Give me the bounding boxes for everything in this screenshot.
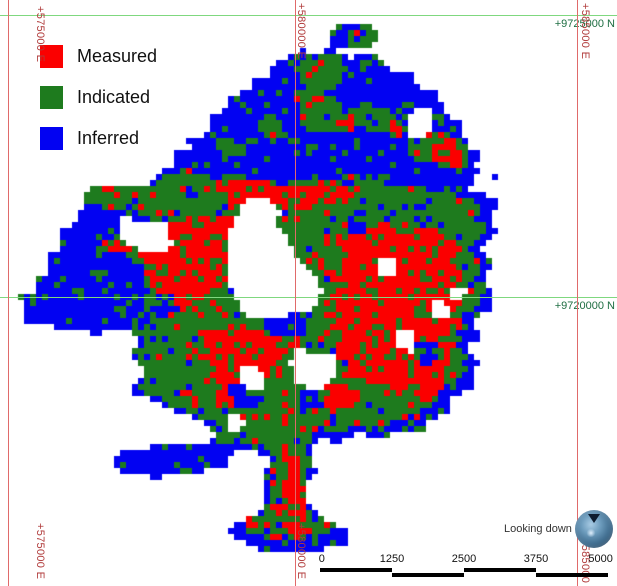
scale-bar-label: 0 bbox=[318, 553, 325, 565]
compass-glint bbox=[586, 529, 596, 537]
compass-arrow-icon bbox=[588, 514, 600, 523]
scale-bar-label: 1250 bbox=[379, 553, 405, 565]
grid-easting-label: +575000 E bbox=[34, 523, 46, 580]
legend-item-measured: Measured bbox=[40, 45, 157, 68]
legend-label: Measured bbox=[77, 46, 158, 66]
grid-easting-label: +575000 E bbox=[34, 6, 46, 63]
grid-northing-label: +9720000 N bbox=[554, 300, 615, 312]
indicated-swatch bbox=[40, 86, 63, 109]
measured-swatch bbox=[40, 45, 63, 68]
grid-easting-label: +585000 E bbox=[579, 3, 591, 60]
grid-easting-line bbox=[295, 0, 296, 586]
scale-bar-segment bbox=[464, 568, 536, 572]
legend-label: Indicated bbox=[77, 87, 151, 107]
legend-item-inferred: Inferred bbox=[40, 127, 157, 150]
grid-easting-line bbox=[8, 0, 9, 586]
scale-bar-segment bbox=[536, 573, 608, 577]
scale-bar-label: 5000 bbox=[588, 553, 613, 565]
legend: Measured Indicated Inferred bbox=[40, 45, 157, 168]
grid-northing-label: +9725000 N bbox=[554, 18, 615, 30]
grid-northing-line bbox=[0, 15, 617, 16]
scale-bar-label: 2500 bbox=[451, 553, 477, 565]
grid-easting-label: +580000 E bbox=[295, 523, 307, 580]
legend-label: Inferred bbox=[77, 128, 140, 148]
grid-easting-label: +580000 E bbox=[295, 3, 307, 60]
scale-bar-segment bbox=[320, 568, 392, 572]
compass-ball[interactable] bbox=[575, 510, 613, 548]
scale-bar-segment bbox=[392, 573, 464, 577]
scale-bar-label: 3750 bbox=[523, 553, 549, 565]
grid-easting-line bbox=[577, 0, 578, 586]
grid-northing-line bbox=[0, 297, 617, 298]
legend-item-indicated: Indicated bbox=[40, 86, 157, 109]
inferred-swatch bbox=[40, 127, 63, 150]
view-orientation-label: Looking down bbox=[504, 523, 572, 535]
